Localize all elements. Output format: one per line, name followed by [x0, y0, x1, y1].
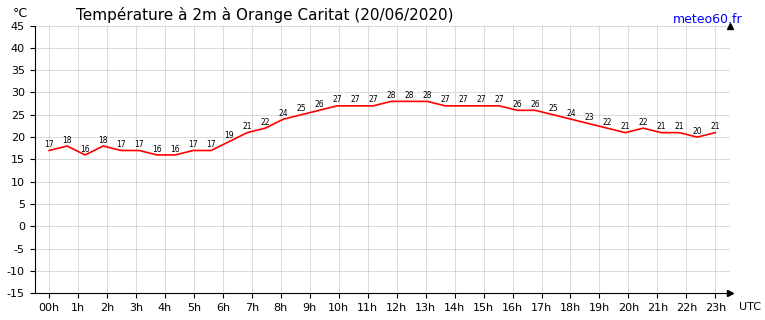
- Text: 22: 22: [260, 118, 270, 127]
- Text: 26: 26: [530, 100, 540, 109]
- Text: 24: 24: [278, 109, 288, 118]
- Text: 18: 18: [63, 136, 72, 145]
- Text: 16: 16: [80, 145, 90, 154]
- Text: 16: 16: [171, 145, 180, 154]
- Text: 27: 27: [494, 95, 504, 104]
- Text: 28: 28: [422, 91, 432, 100]
- Text: 20: 20: [692, 127, 702, 136]
- Text: UTC: UTC: [739, 302, 761, 312]
- Text: Température à 2m à Orange Caritat (20/06/2020): Température à 2m à Orange Caritat (20/06…: [76, 7, 454, 23]
- Text: 26: 26: [513, 100, 522, 109]
- Text: 25: 25: [296, 104, 306, 113]
- Text: 17: 17: [116, 140, 126, 149]
- Text: 24: 24: [566, 109, 576, 118]
- Text: 23: 23: [584, 113, 594, 122]
- Text: 27: 27: [333, 95, 342, 104]
- Text: 27: 27: [441, 95, 450, 104]
- Text: 17: 17: [135, 140, 144, 149]
- Text: 17: 17: [207, 140, 216, 149]
- Text: 27: 27: [369, 95, 378, 104]
- Text: 25: 25: [549, 104, 558, 113]
- Text: 21: 21: [711, 122, 720, 131]
- Text: 21: 21: [656, 122, 666, 131]
- Text: 26: 26: [314, 100, 324, 109]
- Text: 28: 28: [405, 91, 414, 100]
- Text: 19: 19: [224, 131, 234, 140]
- Text: meteo60.fr: meteo60.fr: [672, 13, 742, 26]
- Text: 18: 18: [99, 136, 108, 145]
- Text: 27: 27: [458, 95, 468, 104]
- Text: 22: 22: [603, 118, 612, 127]
- Text: 21: 21: [675, 122, 684, 131]
- Text: 22: 22: [639, 118, 648, 127]
- Text: 27: 27: [477, 95, 486, 104]
- Text: 21: 21: [620, 122, 630, 131]
- Text: 27: 27: [350, 95, 360, 104]
- Y-axis label: °C: °C: [13, 7, 28, 20]
- Text: 16: 16: [152, 145, 162, 154]
- Text: 17: 17: [188, 140, 198, 149]
- Text: 28: 28: [386, 91, 396, 100]
- Text: 21: 21: [243, 122, 252, 131]
- Text: 17: 17: [44, 140, 54, 149]
